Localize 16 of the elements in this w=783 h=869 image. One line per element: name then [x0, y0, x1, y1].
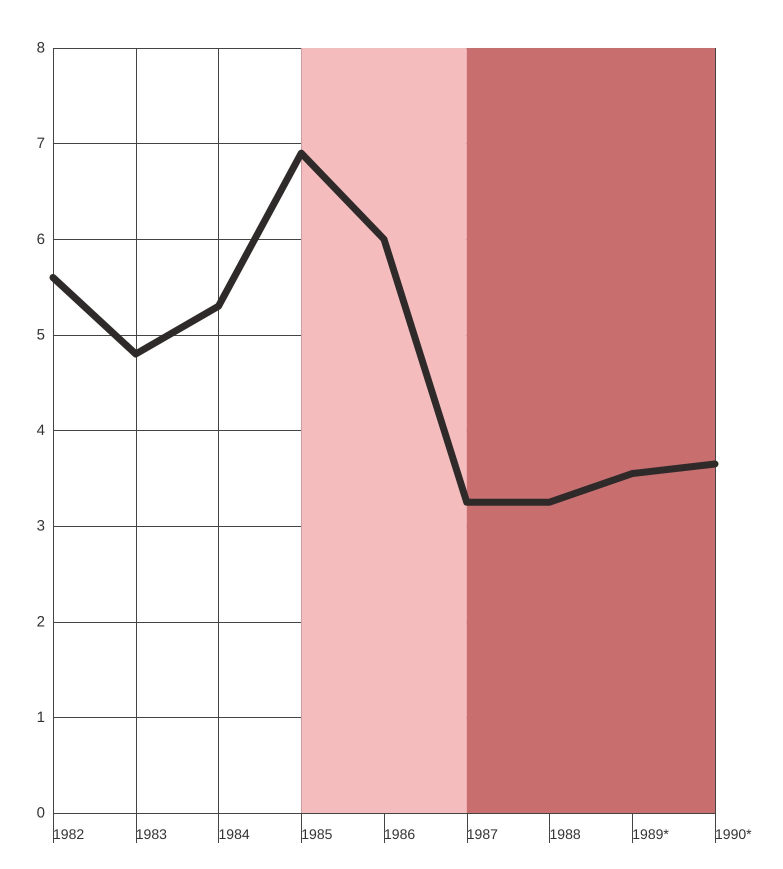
y-tick-label: 8	[36, 40, 45, 56]
y-tick-label: 7	[36, 135, 45, 152]
x-tick-label: 1989*	[632, 826, 670, 842]
x-tick-label: 1984	[218, 826, 250, 842]
x-tick-label: 1982	[53, 826, 84, 842]
x-tick-label: 1986	[384, 826, 416, 842]
y-tick-label: 1	[36, 708, 45, 726]
y-tick-label: 3	[36, 518, 45, 535]
y-tick-label: 5	[36, 326, 45, 344]
x-tick-label: 1988	[550, 826, 581, 842]
y-tick-label: 0	[36, 804, 45, 822]
x-tick-label: 1990*	[715, 826, 752, 842]
y-tick-label: 4	[36, 422, 45, 439]
x-tick-label: 1985	[301, 826, 333, 842]
y-tick-label: 6	[36, 230, 45, 248]
y-tick-label: 2	[36, 613, 45, 630]
